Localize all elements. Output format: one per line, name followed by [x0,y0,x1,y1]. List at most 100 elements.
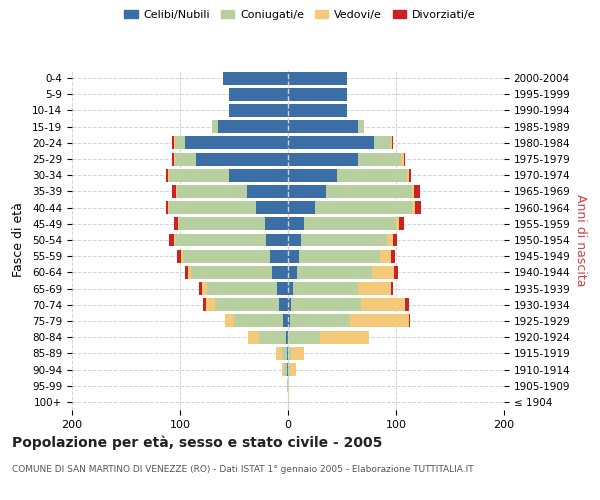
Bar [288,363,290,376]
Bar [288,298,291,311]
Bar [407,169,409,181]
Bar [281,347,287,360]
Bar [247,185,288,198]
Bar [173,234,175,246]
Bar [169,234,173,246]
Bar [177,185,247,198]
Bar [281,363,284,376]
Bar [391,136,392,149]
Bar [290,314,350,328]
Bar [391,250,395,262]
Bar [315,201,412,214]
Bar [229,169,288,181]
Bar [286,330,288,344]
Bar [172,152,173,166]
Bar [288,282,293,295]
Bar [287,363,288,376]
Bar [185,266,188,279]
Bar [191,266,272,279]
Bar [196,152,288,166]
Bar [372,266,394,279]
Bar [172,136,173,149]
Bar [202,282,207,295]
Bar [288,347,291,360]
Bar [288,88,347,101]
Text: Popolazione per età, sesso e stato civile - 2005: Popolazione per età, sesso e stato civil… [12,435,382,450]
Bar [350,314,409,328]
Bar [206,298,215,311]
Bar [415,185,420,198]
Bar [173,136,175,149]
Bar [272,266,288,279]
Bar [188,266,191,279]
Bar [296,266,372,279]
Bar [409,169,411,181]
Bar [391,282,393,295]
Bar [178,218,179,230]
Bar [288,396,289,408]
Bar [277,282,288,295]
Bar [358,120,364,133]
Bar [394,266,398,279]
Text: COMUNE DI SAN MARTINO DI VENEZZE (RO) - Dati ISTAT 1° gennaio 2005 - Elaborazion: COMUNE DI SAN MARTINO DI VENEZZE (RO) - … [12,465,473,474]
Bar [166,201,168,214]
Bar [326,185,412,198]
Bar [320,330,369,344]
Bar [215,298,280,311]
Bar [280,298,288,311]
Bar [218,120,288,133]
Bar [172,185,176,198]
Bar [199,282,202,295]
Bar [299,250,380,262]
Bar [288,234,301,246]
Bar [266,234,288,246]
Bar [185,136,288,149]
Bar [288,104,347,117]
Bar [291,298,361,311]
Bar [173,152,175,166]
Bar [169,201,256,214]
Bar [288,185,326,198]
Bar [283,314,288,328]
Bar [288,120,358,133]
Bar [203,298,206,311]
Bar [412,201,415,214]
Bar [287,347,288,360]
Bar [304,218,396,230]
Bar [288,152,358,166]
Bar [256,201,288,214]
Bar [396,218,399,230]
Bar [288,72,347,85]
Bar [388,234,393,246]
Bar [176,185,177,198]
Bar [269,250,288,262]
Y-axis label: Anni di nascita: Anni di nascita [574,194,587,286]
Bar [399,218,404,230]
Bar [301,234,388,246]
Bar [361,298,404,311]
Bar [393,234,397,246]
Bar [290,363,296,376]
Bar [409,314,410,328]
Bar [291,347,304,360]
Bar [380,250,391,262]
Bar [175,152,196,166]
Bar [284,363,287,376]
Bar [288,379,289,392]
Bar [415,201,421,214]
Bar [288,314,290,328]
Bar [287,379,288,392]
Bar [181,250,183,262]
Bar [168,201,169,214]
Bar [177,250,181,262]
Bar [276,347,281,360]
Legend: Celibi/Nubili, Coniugati/e, Vedovi/e, Divorziati/e: Celibi/Nubili, Coniugati/e, Vedovi/e, Di… [120,6,480,25]
Bar [226,314,234,328]
Bar [212,120,218,133]
Bar [248,330,259,344]
Bar [337,169,407,181]
Bar [207,282,277,295]
Bar [412,185,415,198]
Bar [168,169,169,181]
Bar [169,169,229,181]
